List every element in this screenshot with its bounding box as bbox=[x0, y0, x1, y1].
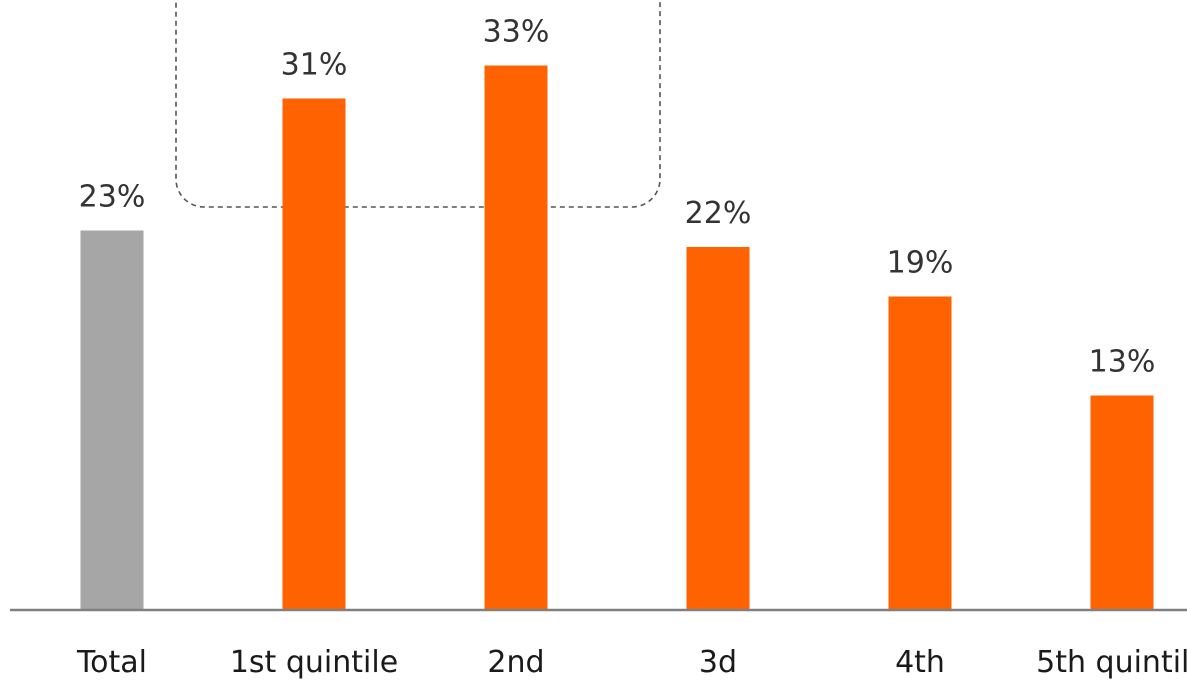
tick-label-1st-quintile: 1st quintile bbox=[230, 645, 398, 680]
data-label-total: 23% bbox=[79, 180, 146, 215]
data-label-4th: 19% bbox=[887, 246, 954, 281]
data-label-5th-quintile: 13% bbox=[1089, 345, 1156, 380]
data-label-2nd: 33% bbox=[483, 15, 550, 50]
bar-5th-quintile bbox=[1090, 395, 1154, 610]
tick-label-2nd: 2nd bbox=[487, 645, 544, 680]
highlight-box bbox=[175, 0, 661, 208]
tick-label-5th-quintile: 5th quintile bbox=[1036, 645, 1187, 680]
tick-label-3d: 3d bbox=[699, 645, 737, 680]
data-label-1st-quintile: 31% bbox=[281, 48, 348, 83]
tick-label-4th: 4th bbox=[895, 645, 945, 680]
bar-2nd bbox=[484, 65, 548, 610]
tick-label-total: Total bbox=[76, 645, 147, 680]
data-label-3d: 22% bbox=[685, 196, 752, 231]
bar-3d bbox=[686, 247, 750, 610]
bar-1st-quintile bbox=[282, 98, 346, 610]
bar-4th bbox=[888, 296, 952, 610]
bar-total bbox=[80, 230, 144, 610]
